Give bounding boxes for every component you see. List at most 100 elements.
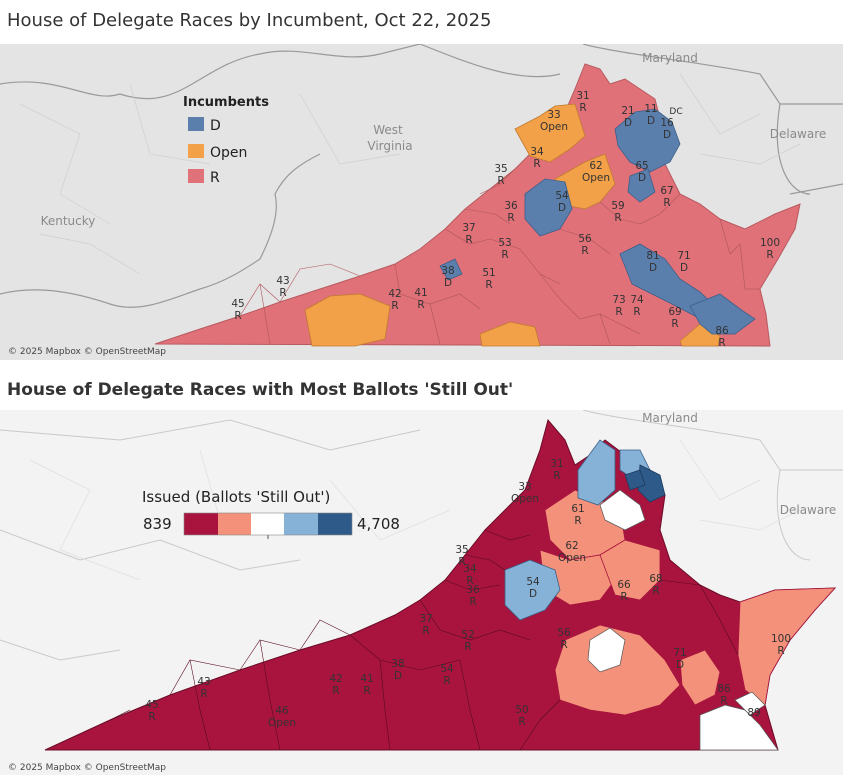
incumbent-district-21-number: 21 — [621, 105, 634, 117]
ballots-district-34-number: 34 — [463, 563, 477, 575]
virginia-shape — [44, 418, 837, 751]
incumbent-district-65-party: D — [638, 172, 646, 184]
ballots-district-54-party: R — [443, 675, 450, 687]
ballots-district-33-party: Open — [511, 493, 539, 505]
ballots-district-56-party: R — [560, 639, 567, 651]
incumbent-map[interactable]: Maryland West Virginia Kentucky Delaware… — [0, 44, 843, 360]
incumbent-legend[interactable]: Incumbents D Open R — [183, 95, 269, 186]
label-delaware: Delaware — [770, 127, 827, 141]
legend-label-d: D — [210, 118, 221, 134]
incumbent-district-69-number: 69 — [668, 306, 681, 318]
incumbent-district-81-party: D — [649, 262, 657, 274]
incumbent-district-54-number: 54 — [555, 190, 569, 202]
open-districts — [304, 103, 721, 347]
ballots-district-31-party: R — [553, 470, 560, 482]
incumbent-district-43-number: 43 — [276, 275, 289, 287]
ramp-swatch-2 — [218, 513, 251, 535]
darkblue-districts — [624, 464, 666, 503]
incumbent-district-11-party: D — [647, 115, 655, 127]
ballots-district-68-party: R — [652, 585, 659, 597]
ballots-district-71-party: D — [676, 659, 684, 671]
district-sw-open — [304, 293, 391, 347]
legend-min: 839 — [143, 515, 172, 533]
incumbent-district-74-number: 74 — [630, 294, 644, 306]
ballots-district-43-number: 43 — [197, 676, 210, 688]
label-kentucky: Kentucky — [41, 214, 96, 228]
incumbent-district-21-party: D — [624, 117, 632, 129]
incumbent-district-35-number: 35 — [494, 163, 507, 175]
ballots-district-56-number: 56 — [557, 627, 571, 639]
ballots-map-svg: Maryland Delaware Issued (Ballots 'Still… — [0, 410, 843, 773]
ballots-legend[interactable]: Issued (Ballots 'Still Out') 839 4,708 — [142, 488, 400, 539]
ballots-district-71-number: 71 — [673, 647, 686, 659]
ballots-district-86-number: 86 — [717, 683, 731, 695]
legend-max: 4,708 — [357, 515, 400, 533]
ramp-swatch-1 — [184, 513, 218, 535]
incumbent-district-34-number: 34 — [530, 146, 544, 158]
incumbent-district-86-number: 86 — [715, 325, 729, 337]
district-54-shape — [524, 178, 573, 237]
incumbent-district-16-number: 16 — [660, 117, 674, 129]
ballots-district-50-party: R — [518, 716, 525, 728]
incumbent-district-42-number: 42 — [388, 288, 401, 300]
incumbent-district-16-party: D — [663, 129, 671, 141]
county-lines — [19, 73, 801, 275]
incumbent-district-59-party: R — [614, 212, 621, 224]
legend-label-open: Open — [210, 145, 247, 161]
incumbent-district-69-party: R — [671, 318, 678, 330]
salmon-districts — [539, 489, 836, 716]
ballots-map[interactable]: Maryland Delaware Issued (Ballots 'Still… — [0, 410, 843, 775]
ballots-district-46-party: Open — [268, 717, 296, 729]
state-borders — [0, 410, 843, 661]
ballots-district-100-number: 100 — [771, 633, 791, 645]
ballots-district-68-number: 68 — [649, 573, 662, 585]
district-se-white — [734, 691, 766, 716]
incumbent-district-67-number: 67 — [660, 185, 673, 197]
map-credit: © 2025 Mapbox © OpenStreetMap — [8, 763, 166, 773]
incumbent-district-59-number: 59 — [611, 200, 624, 212]
label-dc: DC — [669, 107, 682, 117]
label-delaware: Delaware — [780, 503, 837, 517]
incumbent-district-100-party: R — [766, 249, 773, 261]
legend-label-r: R — [210, 170, 220, 186]
ballots-map-title: House of Delegate Races with Most Ballot… — [7, 380, 514, 400]
ballots-district-52-party: R — [464, 641, 471, 653]
ballots-district-36-number: 36 — [466, 584, 480, 596]
ballots-district-41-number: 41 — [360, 673, 373, 685]
legend-title: Issued (Ballots 'Still Out') — [142, 488, 330, 506]
incumbent-district-37-party: R — [465, 234, 472, 246]
incumbent-district-67-party: R — [663, 197, 670, 209]
label-virginia: Virginia — [367, 139, 412, 153]
ballots-district-38-party: D — [394, 670, 402, 682]
ballots-district-35-number: 35 — [455, 544, 468, 556]
incumbent-district-53-party: R — [501, 249, 508, 261]
incumbent-district-54-party: D — [558, 202, 566, 214]
incumbent-district-81-number: 81 — [646, 250, 659, 262]
ballots-district-66-number: 66 — [617, 579, 631, 591]
incumbent-district-51-number: 51 — [482, 267, 495, 279]
incumbent-district-62-party: Open — [582, 172, 610, 184]
district-se-open — [679, 323, 721, 347]
incumbent-district-74-party: R — [633, 306, 640, 318]
legend-swatch-open — [188, 144, 204, 158]
ballots-district-41-party: R — [363, 685, 370, 697]
legend-swatch-d — [188, 117, 204, 131]
incumbent-map-svg: Maryland West Virginia Kentucky Delaware… — [0, 44, 843, 357]
legend-title: Incumbents — [183, 95, 269, 110]
incumbent-district-53-number: 53 — [498, 237, 511, 249]
district-central-shape — [554, 624, 681, 716]
incumbent-district-33-party: Open — [540, 121, 568, 133]
incumbent-district-65-number: 65 — [635, 160, 648, 172]
incumbent-district-36-party: R — [507, 212, 514, 224]
district-lines — [109, 529, 739, 751]
ballots-district-33-number: 33 — [518, 481, 531, 493]
dem-districts — [439, 108, 756, 335]
ballots-district-36-party: R — [469, 596, 476, 608]
ballots-district-43-party: R — [200, 688, 207, 700]
county-lines — [29, 439, 801, 581]
incumbent-district-31-party: R — [579, 102, 586, 114]
district-richmond-white — [587, 627, 626, 673]
incumbent-district-71-number: 71 — [677, 250, 690, 262]
ballots-district-62-party: Open — [558, 552, 586, 564]
district-nova-white — [599, 489, 646, 531]
